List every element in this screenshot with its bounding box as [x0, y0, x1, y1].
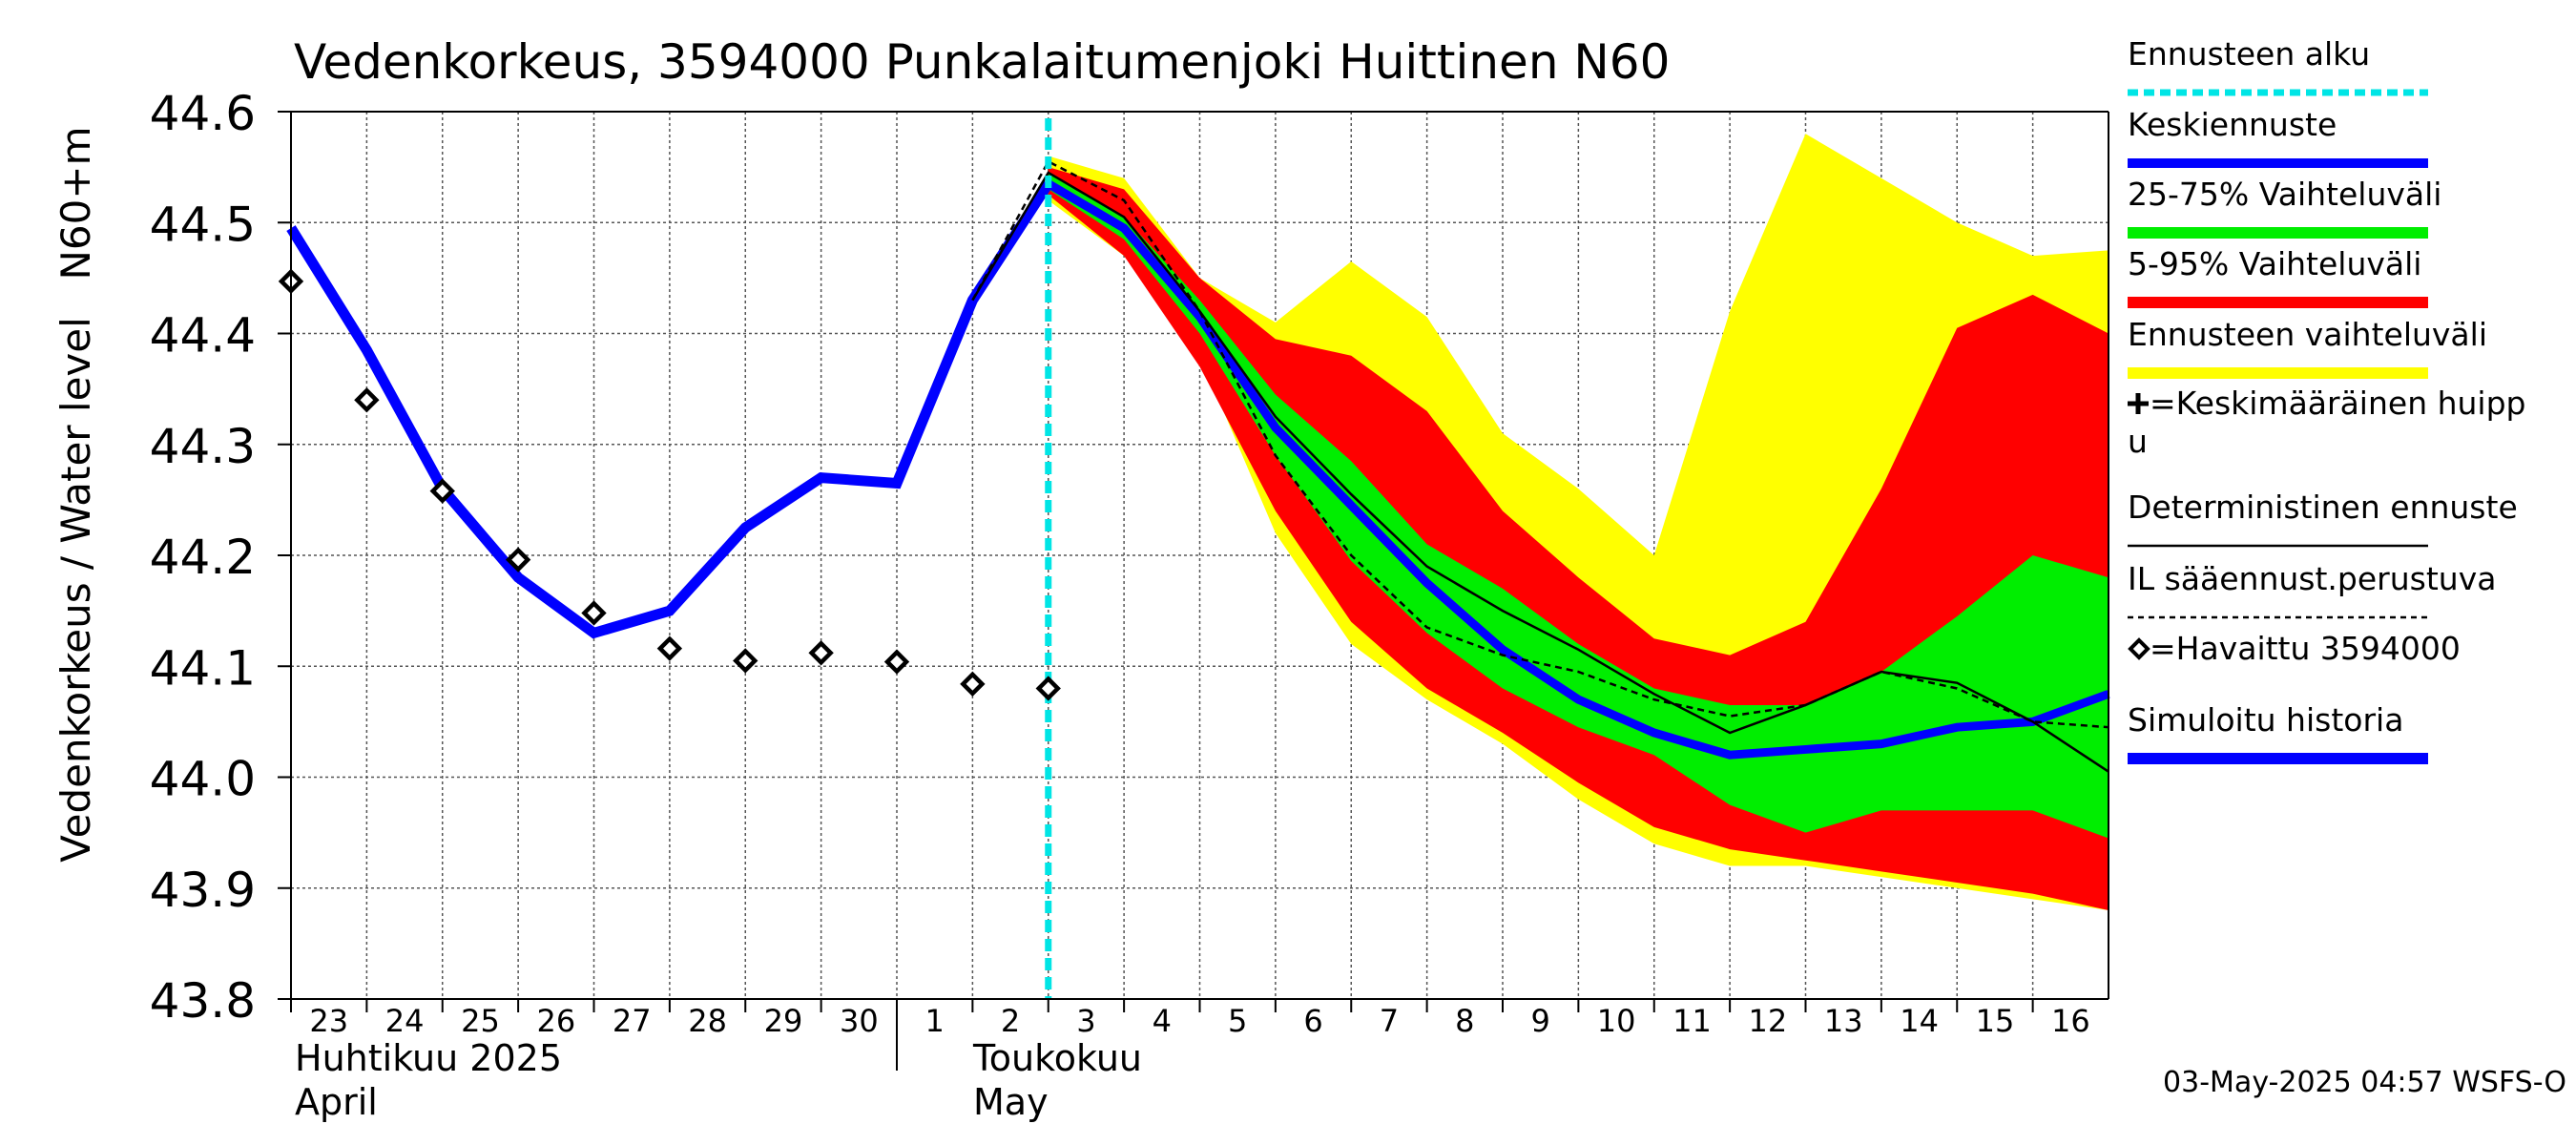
x-tick-label: 25 — [461, 1003, 500, 1039]
series-line-il — [971, 159, 2109, 729]
x-tick-label: 4 — [1153, 1003, 1172, 1039]
x-tick-label: 27 — [613, 1003, 652, 1039]
chart-title: Vedenkorkeus, 3594000 Punkalaitumenjoki … — [294, 34, 1670, 90]
x-tick-label: 2 — [1001, 1003, 1020, 1039]
x-tick-label: 23 — [309, 1003, 348, 1039]
x-tick-label: 14 — [1900, 1003, 1939, 1039]
legend-label: Simuloitu historia — [2128, 701, 2403, 739]
y-axis-label: Vedenkorkeus / Water level — [52, 317, 99, 863]
series-line-deterministic — [971, 171, 2109, 773]
observed-point — [581, 600, 607, 626]
y-tick-label: 44.0 — [150, 752, 256, 807]
y-tick-label: 43.8 — [150, 973, 256, 1029]
x-tick-label: 5 — [1228, 1003, 1247, 1039]
observed-point — [1035, 676, 1061, 701]
observed-point — [429, 478, 455, 504]
observed-point — [656, 635, 683, 661]
observed-point — [883, 649, 910, 675]
legend-label: Keskiennuste — [2128, 106, 2337, 143]
x-tick-label: 1 — [925, 1003, 945, 1039]
month-label-en: April — [295, 1081, 378, 1123]
x-tick-label: 28 — [688, 1003, 727, 1039]
y-tick-label: 44.5 — [150, 197, 256, 252]
x-tick-label: 9 — [1531, 1003, 1550, 1039]
legend-label: u — [2128, 423, 2148, 460]
legend: Ennusteen alku Keskiennuste 25-75% Vaihtel… — [2128, 35, 2526, 764]
series-lines — [286, 118, 2110, 999]
x-tick-label: 8 — [1455, 1003, 1474, 1039]
x-tick-label: 29 — [764, 1003, 803, 1039]
forecast-bands — [1048, 134, 2109, 910]
y-tick-label: 43.9 — [150, 863, 256, 918]
y-tick-label: 44.6 — [150, 86, 256, 141]
observed-point — [354, 387, 380, 413]
series-line-simulated — [286, 180, 1053, 639]
x-tick-label: 7 — [1380, 1003, 1399, 1039]
legend-label: Ennusteen vaihteluväli — [2128, 316, 2487, 353]
x-tick-label: 3 — [1076, 1003, 1095, 1039]
band-25-75 — [1048, 172, 2109, 839]
observed-point — [808, 640, 834, 666]
x-tick-label: 16 — [2051, 1003, 2090, 1039]
legend-label: IL sääennust.perustuva — [2128, 560, 2496, 597]
legend-label: Ennusteen alku — [2128, 35, 2370, 73]
y-tick-label: 44.1 — [150, 640, 256, 696]
legend-label: 25-75% Vaihteluväli — [2128, 176, 2441, 213]
timestamp-footer: 03-May-2025 04:57 WSFS-O — [2163, 1066, 2566, 1099]
month-label-en: May — [973, 1081, 1049, 1123]
y-tick-label: 44.3 — [150, 419, 256, 474]
y-axis-unit: N60+m — [52, 127, 99, 281]
x-tick-label: 6 — [1303, 1003, 1322, 1039]
x-tick-label: 30 — [840, 1003, 879, 1039]
x-tick-label: 11 — [1672, 1003, 1712, 1039]
observed-point — [733, 648, 758, 674]
legend-label: 5-95% Vaihteluväli — [2128, 245, 2421, 282]
legend-observed-diamond-icon — [2128, 637, 2150, 660]
legend-label: Deterministinen ennuste — [2128, 489, 2518, 526]
legend-label: =Havaittu 3594000 — [2150, 630, 2461, 667]
x-tick-label: 26 — [536, 1003, 575, 1039]
x-tick-label: 13 — [1824, 1003, 1863, 1039]
legend-label: =Keskimääräinen huipp — [2150, 385, 2526, 422]
observed-point — [960, 671, 986, 697]
series-line-mean — [1046, 179, 2110, 760]
month-label-fi: Toukokuu — [972, 1037, 1142, 1079]
x-tick-label: 24 — [385, 1003, 425, 1039]
y-tick-label: 44.4 — [150, 308, 256, 364]
month-label-fi: Huhtikuu 2025 — [295, 1037, 562, 1079]
axes: 43.843.944.044.144.244.344.444.544.623 24… — [150, 86, 2090, 1123]
x-tick-label: 10 — [1597, 1003, 1636, 1039]
legend-peak-plus-icon — [2128, 393, 2149, 414]
observed-point — [505, 547, 531, 572]
x-tick-label: 12 — [1748, 1003, 1787, 1039]
y-tick-label: 44.2 — [150, 530, 256, 585]
x-tick-label: 15 — [1976, 1003, 2015, 1039]
